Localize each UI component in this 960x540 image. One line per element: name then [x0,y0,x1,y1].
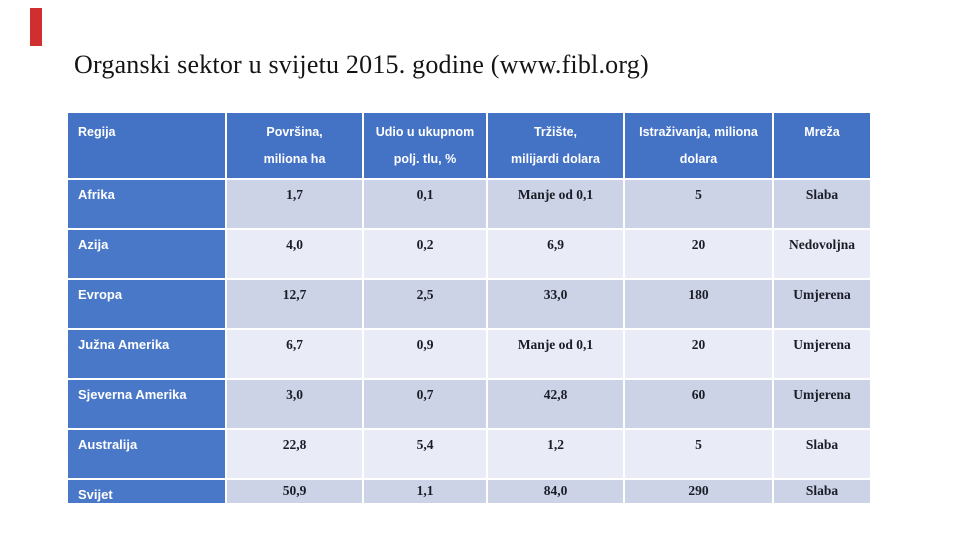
value-cell: 6,7 [227,330,362,378]
value-cell: Manje od 0,1 [488,180,623,228]
header-line: miliona ha [263,152,326,166]
region-cell: Južna Amerika [68,330,225,378]
value-cell: Manje od 0,1 [488,330,623,378]
column-header-istrazivanja: Istraživanja, miliona dolara [625,113,772,178]
column-header-mreza: Mreža [774,113,870,178]
value-cell: Umjerena [774,380,870,428]
value-cell: 1,2 [488,430,623,478]
region-cell: Evropa [68,280,225,328]
header-line: Mreža [804,125,840,139]
value-cell: 42,8 [488,380,623,428]
column-header-trziste: Tržište, milijardi dolara [488,113,623,178]
value-cell: 50,9 [227,480,362,503]
value-cell: 20 [625,230,772,278]
region-cell: Svijet [68,480,225,503]
value-cell: 5 [625,180,772,228]
value-cell: 3,0 [227,380,362,428]
header-line: Udio u ukupnom [375,125,475,139]
value-cell: 12,7 [227,280,362,328]
value-cell: 6,9 [488,230,623,278]
value-cell: 22,8 [227,430,362,478]
value-cell: 0,2 [364,230,486,278]
value-cell: 0,7 [364,380,486,428]
value-cell: 180 [625,280,772,328]
value-cell: 0,1 [364,180,486,228]
slide-title: Organski sektor u svijetu 2015. godine (… [74,50,649,79]
value-cell: 5,4 [364,430,486,478]
column-header-udio: Udio u ukupnom polj. tlu, % [364,113,486,178]
value-cell: 1,1 [364,480,486,503]
header-line: polj. tlu, % [393,152,457,166]
value-cell: Slaba [774,480,870,503]
value-cell: 1,7 [227,180,362,228]
red-accent-bar [30,8,42,46]
value-cell: 84,0 [488,480,623,503]
region-cell: Afrika [68,180,225,228]
header-line: Tržište, [533,125,578,139]
value-cell: Slaba [774,180,870,228]
value-cell: Nedovoljna [774,230,870,278]
value-cell: 290 [625,480,772,503]
value-cell: Umjerena [774,280,870,328]
value-cell: 60 [625,380,772,428]
value-cell: 5 [625,430,772,478]
header-line: dolara [679,152,718,166]
value-cell: 20 [625,330,772,378]
value-cell: Slaba [774,430,870,478]
region-cell: Australija [68,430,225,478]
header-line: milijardi dolara [511,152,600,166]
column-header-regija: Regija [68,113,225,178]
region-cell: Azija [68,230,225,278]
region-cell: Sjeverna Amerika [68,380,225,428]
header-line: Istraživanja, miliona [639,125,758,139]
value-cell: 33,0 [488,280,623,328]
value-cell: 4,0 [227,230,362,278]
header-line: Regija [78,125,116,139]
value-cell: 0,9 [364,330,486,378]
organic-sector-table: Regija Površina, miliona ha Udio u ukupn… [68,113,870,503]
value-cell: Umjerena [774,330,870,378]
value-cell: 2,5 [364,280,486,328]
header-line: Površina, [266,125,323,139]
column-header-povrsina: Površina, miliona ha [227,113,362,178]
